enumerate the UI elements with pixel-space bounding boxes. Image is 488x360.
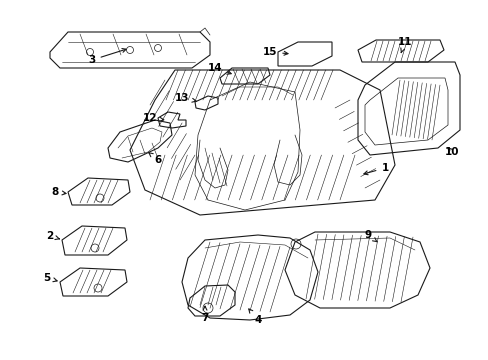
Text: 5: 5 xyxy=(43,273,57,283)
Text: 3: 3 xyxy=(88,49,126,65)
Text: 4: 4 xyxy=(248,309,261,325)
Text: 1: 1 xyxy=(363,163,388,175)
Text: 6: 6 xyxy=(149,153,162,165)
Text: 10: 10 xyxy=(444,147,458,157)
Text: 9: 9 xyxy=(364,230,376,242)
Text: 2: 2 xyxy=(46,231,59,241)
Text: 7: 7 xyxy=(201,306,208,323)
Text: 11: 11 xyxy=(397,37,411,53)
Text: 14: 14 xyxy=(207,63,231,74)
Text: 15: 15 xyxy=(262,47,287,57)
Text: 8: 8 xyxy=(51,187,66,197)
Text: 13: 13 xyxy=(174,93,196,103)
Text: 12: 12 xyxy=(142,113,163,123)
